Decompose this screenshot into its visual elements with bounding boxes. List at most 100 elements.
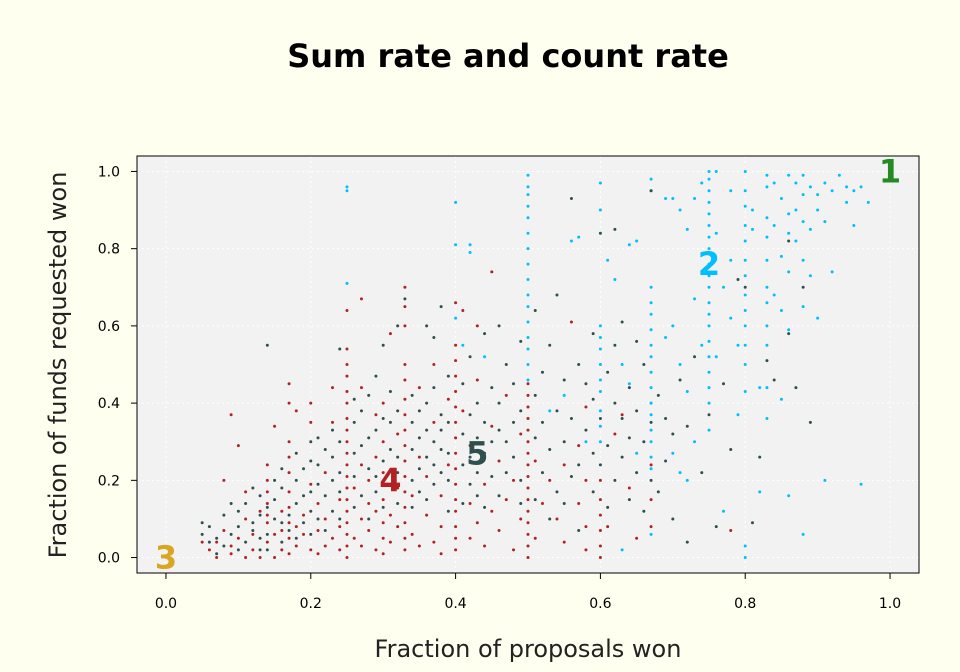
data-point (374, 474, 378, 478)
data-point (613, 401, 617, 405)
data-point (215, 540, 219, 544)
data-point (584, 382, 588, 386)
data-point (526, 293, 530, 297)
data-point (483, 332, 487, 336)
data-point (367, 436, 371, 440)
data-point (548, 409, 552, 413)
data-point (294, 451, 298, 455)
data-point (483, 544, 487, 548)
data-point (454, 548, 458, 552)
data-point (287, 505, 291, 509)
data-point (743, 239, 747, 243)
y-axis: 0.0 0.2 0.4 0.6 0.8 1.0 (98, 164, 137, 567)
data-point (251, 548, 255, 552)
data-point (352, 451, 356, 455)
data-point (236, 444, 240, 448)
data-point (251, 532, 255, 536)
data-point (345, 390, 349, 394)
data-point (519, 409, 523, 413)
data-point (309, 401, 313, 405)
data-point (302, 521, 306, 525)
data-point (830, 270, 834, 274)
data-point (562, 502, 566, 505)
data-point (273, 498, 277, 502)
y-tick-label: 0.8 (98, 242, 120, 258)
data-point (461, 463, 465, 467)
data-point (309, 509, 313, 513)
data-point (606, 444, 610, 448)
data-point (707, 428, 711, 432)
data-point (403, 378, 407, 382)
data-point (287, 401, 291, 405)
data-point (808, 185, 812, 189)
data-point (280, 486, 284, 490)
y-tick-label: 0.6 (98, 319, 120, 335)
data-point (475, 401, 479, 405)
data-point (504, 393, 508, 397)
cluster-label-2: 2 (698, 245, 720, 283)
data-point (316, 552, 320, 556)
data-point (569, 417, 573, 421)
data-point (714, 231, 718, 235)
data-point (808, 274, 812, 278)
data-point (280, 467, 284, 471)
data-point (410, 478, 414, 482)
data-point (323, 471, 327, 475)
data-point (526, 463, 530, 467)
data-point (627, 486, 631, 490)
data-point (367, 478, 371, 482)
data-point (432, 463, 436, 467)
data-point (736, 278, 740, 282)
data-point (504, 471, 508, 475)
data-point (258, 494, 262, 498)
data-point (642, 509, 646, 513)
data-point (381, 471, 385, 475)
data-point (251, 529, 255, 533)
data-point (794, 181, 798, 185)
data-point (598, 513, 602, 517)
data-point (765, 343, 769, 347)
data-point (765, 417, 769, 421)
data-point (396, 486, 400, 490)
data-point (816, 193, 820, 197)
data-point (787, 212, 791, 216)
data-point (642, 363, 646, 366)
data-point (417, 409, 421, 413)
data-point (743, 343, 747, 347)
data-point (620, 320, 624, 324)
data-point (454, 390, 458, 394)
data-point (707, 274, 711, 278)
data-point (200, 540, 204, 544)
data-point (512, 382, 516, 386)
data-point (743, 285, 747, 289)
data-point (787, 494, 791, 498)
data-point (707, 324, 711, 328)
data-point (562, 440, 566, 444)
data-point (743, 169, 747, 173)
data-point (287, 471, 291, 475)
data-point (671, 324, 675, 328)
data-point (693, 440, 697, 444)
data-point (526, 417, 530, 421)
x-tick-label: 0.0 (155, 596, 177, 612)
data-point (577, 502, 581, 505)
data-point (403, 363, 407, 366)
data-point (598, 529, 602, 533)
data-point (410, 393, 414, 397)
data-point (743, 308, 747, 312)
data-point (620, 417, 624, 421)
data-point (736, 343, 740, 347)
data-point (258, 548, 262, 552)
data-point (526, 305, 530, 309)
data-point (526, 556, 530, 560)
data-point (287, 440, 291, 444)
data-points (200, 169, 870, 560)
data-point (584, 548, 588, 552)
data-point (808, 420, 812, 424)
cluster-label-1: 1 (879, 152, 901, 190)
data-point (649, 355, 653, 359)
data-point (591, 332, 595, 336)
data-point (750, 208, 754, 212)
data-point (598, 363, 602, 366)
